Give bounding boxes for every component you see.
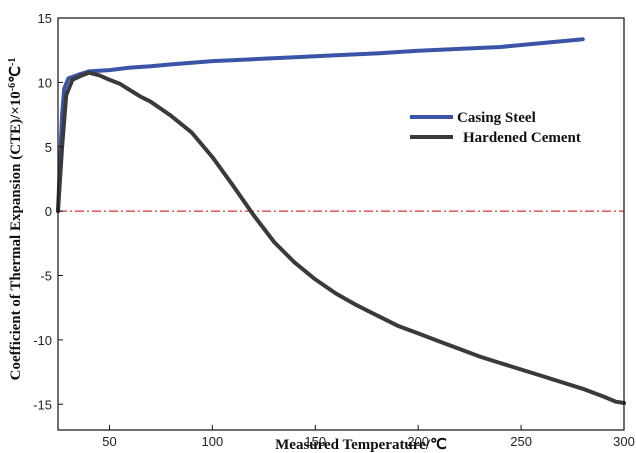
x-tick-label: 250 (510, 434, 532, 449)
y-axis-title-exponent: -6 (7, 83, 18, 91)
y-axis-title-main: Coefficient of Thermal Expansion (CTE)/×… (8, 91, 24, 380)
y-axis-title-unit: ℃ (8, 66, 24, 83)
ticks-layer: 50 100 150 200 250 300 -15 -10 -5 0 5 10 15 (33, 11, 635, 449)
legend-label-hardened-cement: Hardened Cement (463, 130, 581, 146)
y-tick-label: 5 (45, 140, 52, 155)
x-tick-label: 150 (304, 434, 326, 449)
y-axis-title-unit-exponent: -1 (7, 58, 18, 66)
y-tick-label: 0 (45, 204, 52, 219)
x-tick-label: 200 (407, 434, 429, 449)
y-tick-label: -10 (33, 333, 52, 348)
y-axis-title: Coefficient of Thermal Expansion (CTE)/×… (7, 58, 25, 381)
legend-label-casing-steel: Casing Steel (457, 110, 536, 126)
y-tick-label: -15 (33, 397, 52, 412)
x-axis-title: Measured Temperature/℃ (275, 437, 447, 453)
y-tick-label: 10 (38, 75, 52, 90)
x-tick-label: 300 (613, 434, 635, 449)
legend: Casing Steel Hardened Cement (410, 110, 581, 146)
y-tick-label: -5 (40, 269, 52, 284)
x-tick-label: 50 (102, 434, 116, 449)
y-tick-label: 15 (38, 11, 52, 26)
series-line-hardened-cement (56, 70, 626, 405)
series-line-casing-steel (56, 37, 585, 214)
plot-frame (57, 17, 625, 431)
x-tick-label: 100 (202, 434, 224, 449)
series-layer (56, 37, 626, 405)
